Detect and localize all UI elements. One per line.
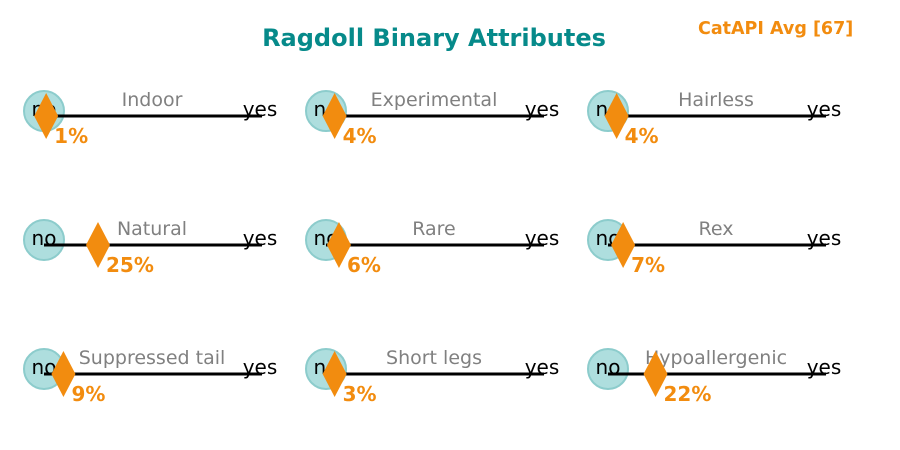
attribute-name: Rex — [699, 218, 734, 240]
value-marker — [322, 93, 347, 139]
value-marker — [643, 351, 668, 397]
attribute-name: Natural — [117, 218, 187, 240]
yes-label: yes — [807, 355, 842, 379]
no-label: no — [596, 355, 621, 379]
value-label: 25% — [106, 253, 154, 277]
yes-label: yes — [243, 355, 278, 379]
value-marker — [51, 351, 76, 397]
attribute-name: Indoor — [122, 89, 183, 111]
value-label: 9% — [71, 382, 105, 406]
value-label: 1% — [54, 124, 88, 148]
value-label: 22% — [664, 382, 712, 406]
value-label: 3% — [343, 382, 377, 406]
value-marker — [604, 93, 629, 139]
attribute-name: Hairless — [678, 89, 754, 111]
avg-badge: CatAPI Avg [67] — [698, 19, 854, 39]
value-label: 4% — [625, 124, 659, 148]
attribute-name: Short legs — [386, 347, 482, 369]
attribute-name: Experimental — [371, 89, 498, 111]
value-label: 4% — [343, 124, 377, 148]
attribute-panel: no yes Natural 25% — [23, 218, 278, 277]
yes-label: yes — [525, 97, 560, 121]
no-end-circle — [23, 219, 65, 261]
value-marker — [86, 222, 110, 268]
no-label: no — [32, 226, 57, 250]
chart-title: Ragdoll Binary Attributes — [262, 24, 606, 52]
value-marker — [611, 222, 636, 268]
yes-label: yes — [525, 226, 560, 250]
no-end-circle — [587, 348, 629, 390]
yes-label: yes — [243, 226, 278, 250]
value-label: 6% — [347, 253, 381, 277]
value-marker — [34, 93, 59, 139]
yes-label: yes — [525, 355, 560, 379]
attribute-name: Suppressed tail — [79, 347, 226, 369]
value-label: 7% — [631, 253, 665, 277]
yes-label: yes — [243, 97, 278, 121]
attribute-panel: no yes Hypoallergenic 22% — [587, 347, 842, 406]
value-marker — [322, 351, 347, 397]
attribute-name: Rare — [412, 218, 456, 240]
yes-label: yes — [807, 97, 842, 121]
yes-label: yes — [807, 226, 842, 250]
value-marker — [326, 222, 351, 268]
attribute-name: Hypoallergenic — [645, 347, 787, 369]
attribute-panel: noyesIndoor1% — [23, 89, 278, 148]
